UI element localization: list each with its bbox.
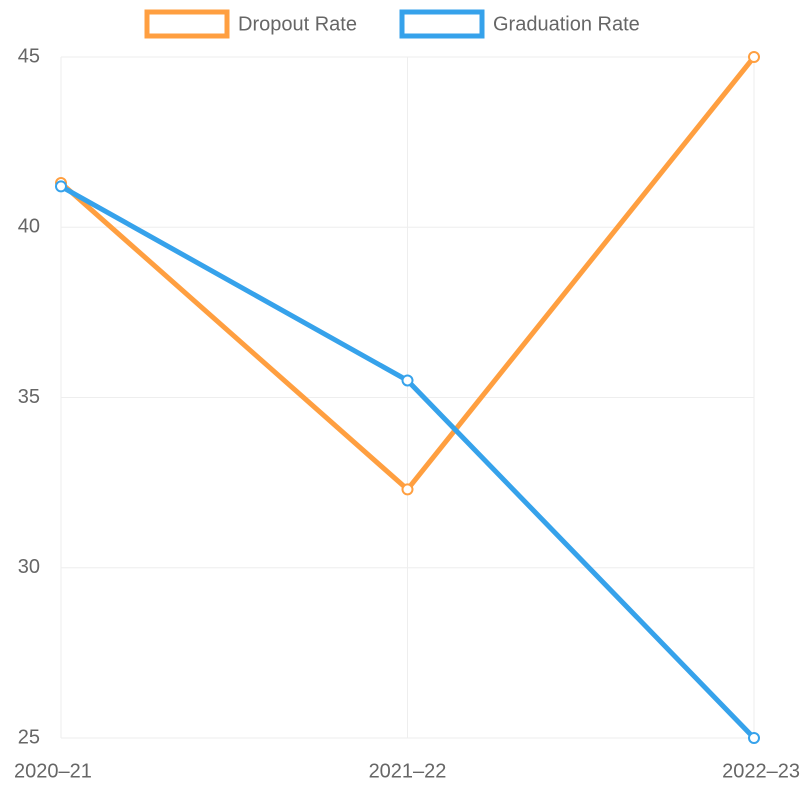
legend-label: Graduation Rate: [493, 13, 640, 35]
y-tick-label: 25: [18, 726, 40, 748]
legend-swatch: [399, 9, 485, 39]
y-tick-label: 45: [18, 45, 40, 67]
x-tick-label: 2020–21: [14, 760, 92, 782]
x-tick-label: 2021–22: [369, 760, 447, 782]
legend-label: Dropout Rate: [238, 13, 357, 35]
point: [401, 483, 414, 496]
y-tick-label: 30: [18, 556, 40, 578]
y-tick-label: 35: [18, 386, 40, 408]
point: [748, 51, 760, 63]
y-tick-label: 40: [18, 216, 40, 238]
point: [55, 180, 67, 193]
point: [401, 374, 414, 387]
x-tick-label: 2022–23: [722, 760, 800, 782]
point: [748, 732, 760, 744]
legend-swatch: [144, 9, 230, 39]
